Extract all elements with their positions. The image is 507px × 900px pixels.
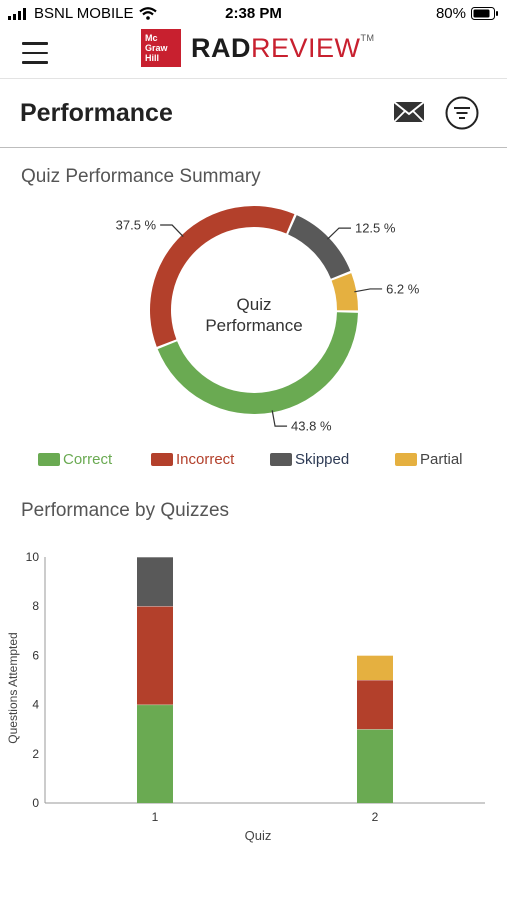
donut-label-skipped: 12.5 % [355,221,396,236]
carrier-name: BSNL MOBILE [34,5,134,22]
clock: 2:38 PM [225,5,282,22]
donut-label-partial: 6.2 % [386,281,420,296]
legend-item-incorrect[interactable]: Incorrect [151,451,234,468]
legend-label: Skipped [295,451,350,468]
donut-leader-correct [271,410,288,427]
y-tick-label: 8 [32,599,39,613]
donut-slice-skipped [288,215,351,279]
donut-center-line1: Quiz [237,295,272,314]
brand-review: REVIEW [251,32,361,63]
donut-leader-incorrect [160,224,184,237]
y-tick-label: 2 [32,747,39,761]
legend-label: Correct [63,451,113,468]
donut-center-line2: Performance [205,316,302,335]
brand-rad: RAD [191,32,251,63]
y-axis-title: Questions Attempted [6,632,20,743]
filter-icon[interactable] [445,96,479,130]
mail-icon[interactable] [393,101,425,123]
carrier: BSNL MOBILE [8,5,158,22]
donut-slice-partial [331,273,358,311]
signal-icon [8,7,26,20]
chart-legend: Correct Incorrect Skipped Partial [0,451,507,471]
app-logo: Mc Graw Hill RADREVIEWTM [141,29,375,67]
donut-leader-partial [354,288,383,293]
bar-quiz2-incorrect [357,680,393,730]
bar-quiz2-correct [357,729,393,803]
legend-item-partial[interactable]: Partial [395,451,463,468]
bar-quiz1-skipped [137,557,173,607]
mcgraw-hill-logo: Mc Graw Hill [141,29,181,67]
donut-label-correct: 43.8 % [291,419,332,434]
status-bar: BSNL MOBILE 2:38 PM 80% [0,0,507,28]
legend-label: Incorrect [176,451,235,468]
y-tick-label: 4 [32,698,39,712]
brand-name: RADREVIEWTM [191,33,375,64]
x-axis-title: Quiz [245,828,272,843]
x-tick-label: 2 [372,810,379,824]
legend-swatch [38,453,60,466]
battery-percent: 80% [435,5,466,22]
page-title: Performance [20,99,173,127]
y-tick-label: 10 [26,550,40,564]
battery: 80% [436,5,499,22]
legend-swatch [270,453,292,466]
menu-icon[interactable] [22,42,48,64]
donut-slice-incorrect [150,206,295,347]
y-tick-label: 0 [32,796,39,810]
page-header: Performance [0,79,507,148]
summary-title: Quiz Performance Summary [21,166,261,187]
legend-swatch [395,453,417,466]
legend-swatch [151,453,173,466]
brand-tm: TM [360,32,375,43]
legend-item-skipped[interactable]: Skipped [270,451,349,468]
app-header: Mc Graw Hill RADREVIEWTM [0,28,507,79]
donut-label-incorrect: 37.5 % [116,218,157,233]
y-tick-label: 6 [32,648,39,662]
donut-chart: 37.5 % 12.5 % 6.2 % 43.8 % Quiz Performance [116,206,420,434]
x-tick-label: 1 [152,810,159,824]
bar-quiz1-incorrect [137,606,173,705]
donut-slice-correct [157,312,358,414]
bar-quiz1-correct [137,704,173,803]
battery-icon [471,7,498,20]
legend-item-correct[interactable]: Correct [38,451,112,468]
quizzes-title: Performance by Quizzes [21,500,230,521]
bar-quiz2-partial [357,655,393,680]
legend-label: Partial [420,451,463,468]
donut-leader-skipped [327,227,351,240]
wifi-icon [139,7,158,20]
